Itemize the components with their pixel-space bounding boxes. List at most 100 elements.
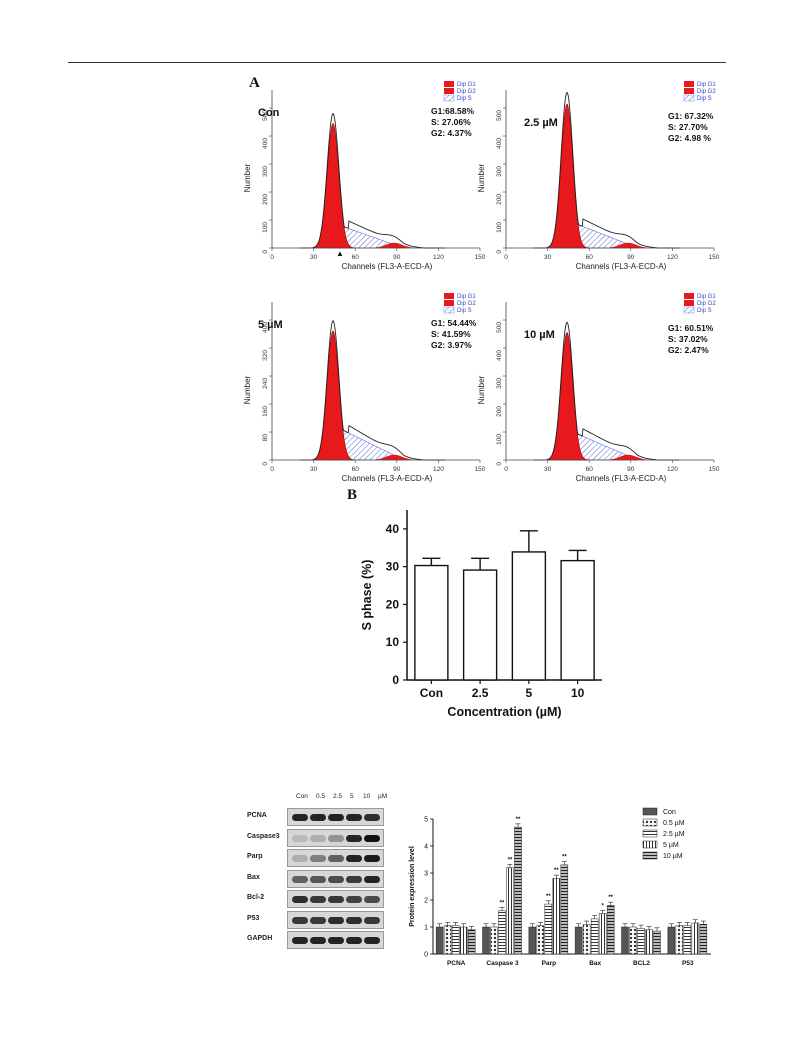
blot-band xyxy=(328,937,344,944)
bar-Parp-3 xyxy=(552,878,561,955)
blot-strip xyxy=(287,869,384,888)
bar-BCL2-0 xyxy=(621,926,629,955)
x-tick-label: 150 xyxy=(475,254,486,261)
blot-header: Con 0.5 2.5 5 10 µM xyxy=(287,790,387,804)
phase-stat: S: 41.59% xyxy=(431,329,471,339)
blot-strip xyxy=(287,931,384,949)
significance-mark: ** xyxy=(516,817,521,823)
blot-band xyxy=(292,834,308,842)
y-tick-label: 160 xyxy=(262,406,269,417)
x-tick-label: 60 xyxy=(586,466,594,473)
blot-band xyxy=(328,875,344,883)
concentration-label: 10 µM xyxy=(524,329,555,341)
bar-Bax-2 xyxy=(590,918,599,955)
phase-stat: S: 27.06% xyxy=(431,117,471,127)
blot-band xyxy=(310,937,326,944)
y-tick-label: 20 xyxy=(386,597,400,611)
blot-band xyxy=(310,875,326,883)
blot-band xyxy=(292,875,308,883)
y-tick-label: 4 xyxy=(424,844,428,851)
x-tick-label: 120 xyxy=(433,466,444,473)
blot-band xyxy=(292,855,308,862)
x-tick-label: 0 xyxy=(504,254,508,261)
phase-stat: G2: 3.97% xyxy=(431,340,472,350)
y-axis-title: Number xyxy=(243,163,252,192)
legend-swatch xyxy=(642,829,658,838)
bar-Parp-1 xyxy=(536,925,545,955)
blot-band xyxy=(310,855,326,862)
histogram-1: 0 30 60 90 120 150 0 100 200 300 400 500 Channels (F… xyxy=(477,81,720,271)
x-tick-label: 120 xyxy=(433,254,444,261)
legend-label: Dip G2 xyxy=(697,89,716,95)
blot-band xyxy=(310,814,326,821)
blot-row-label: PCNA xyxy=(247,812,267,819)
bar-PCNA-3 xyxy=(459,926,468,955)
legend-swatch xyxy=(642,840,658,849)
bar-10 xyxy=(560,559,595,681)
legend-label: Dip G1 xyxy=(457,82,476,88)
blot-band xyxy=(292,937,308,944)
bar-Bax-3 xyxy=(598,913,607,955)
bar-Caspase3-1 xyxy=(490,926,498,955)
blot-band xyxy=(346,916,362,924)
blot-row-label: Bax xyxy=(247,873,260,881)
y-tick-label: 0 xyxy=(496,250,503,254)
y-tick-label: 300 xyxy=(496,166,503,177)
x-tick-label: 120 xyxy=(667,466,678,473)
y-tick-label: 400 xyxy=(262,322,269,333)
blot-band xyxy=(364,814,380,821)
legend-swatch xyxy=(684,88,694,94)
y-tick-label: 2 xyxy=(424,898,428,905)
y-axis-title: S phase (%) xyxy=(360,560,374,631)
blot-band xyxy=(310,916,326,924)
x-tick-label: 10 xyxy=(571,686,585,700)
legend-label: Dip S xyxy=(697,308,712,314)
blot-band xyxy=(364,834,380,842)
legend-label: Dip G1 xyxy=(457,294,476,300)
phase-stat: G2: 4.37% xyxy=(431,128,472,138)
x-tick-label: Bax xyxy=(589,960,601,967)
blot-row-label: GAPDH xyxy=(247,935,273,942)
y-tick-label: 100 xyxy=(262,222,269,233)
bar-PCNA-4 xyxy=(467,929,476,955)
lane-header: 0.5 xyxy=(316,793,326,800)
x-tick-label: Caspase 3 xyxy=(486,960,519,967)
bar-Bax-0 xyxy=(574,926,583,955)
phase-stat: G1:68.58% xyxy=(431,106,474,116)
bar-Parp-2 xyxy=(544,903,553,955)
legend-swatch xyxy=(684,293,694,299)
blot-row-label: Bcl-2 xyxy=(247,894,265,901)
phase-stat: G1: 60.51% xyxy=(668,323,714,333)
significance-mark: ** xyxy=(608,895,613,901)
y-tick-label: 0 xyxy=(496,462,503,466)
blot-strip xyxy=(287,890,384,908)
legend-label: 10 µM xyxy=(663,853,683,860)
blot-row-label: Parp xyxy=(247,853,263,860)
y-tick-label: 400 xyxy=(496,138,503,149)
y-tick-label: 300 xyxy=(496,378,503,389)
bar-Caspase3-3 xyxy=(506,867,514,955)
significance-mark: ** xyxy=(508,857,513,863)
y-tick-label: 400 xyxy=(496,350,503,361)
blot-band xyxy=(310,896,326,903)
panel-a-label: A xyxy=(249,75,260,91)
x-tick-label: 120 xyxy=(667,254,678,261)
x-tick-label: 150 xyxy=(709,466,720,473)
x-axis-title: Channels (FL3-A-ECD-A) xyxy=(576,474,667,483)
blot-band xyxy=(364,875,380,883)
blot-band xyxy=(346,855,362,862)
bar-Caspase3-0 xyxy=(482,926,490,955)
concentration-label: Con xyxy=(258,107,280,119)
y-tick-label: 40 xyxy=(386,522,400,536)
bar-Parp-4 xyxy=(560,864,569,955)
legend-label: Dip S xyxy=(457,308,472,314)
g2-peak-area xyxy=(610,242,648,248)
blot-band xyxy=(328,916,344,924)
x-tick-label: P53 xyxy=(682,960,694,967)
x-axis-title: Channels (FL3-A-ECD-A) xyxy=(342,474,433,483)
g2-peak-area xyxy=(376,454,414,460)
legend-swatch xyxy=(444,88,454,94)
x-axis-title: Channels (FL3-A-ECD-A) xyxy=(576,262,667,271)
blot-band xyxy=(364,896,380,903)
bar-P53-1 xyxy=(675,925,684,955)
